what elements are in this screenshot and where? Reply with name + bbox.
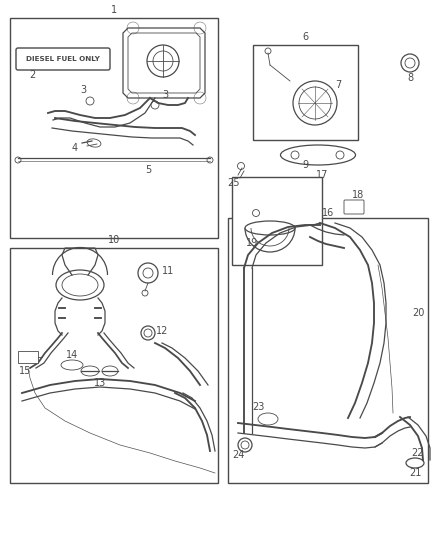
Text: 12: 12 <box>156 326 168 336</box>
Text: 24: 24 <box>232 450 244 460</box>
Bar <box>10 248 218 483</box>
Text: 10: 10 <box>108 235 120 245</box>
Text: DIESEL FUEL ONLY: DIESEL FUEL ONLY <box>26 56 100 62</box>
Bar <box>18 351 38 363</box>
Text: 15: 15 <box>19 366 31 376</box>
Text: 16: 16 <box>322 208 334 218</box>
FancyBboxPatch shape <box>344 200 364 214</box>
Text: 3: 3 <box>80 85 86 95</box>
FancyBboxPatch shape <box>16 48 110 70</box>
Text: 11: 11 <box>162 266 174 276</box>
Text: 4: 4 <box>72 143 78 153</box>
Text: 9: 9 <box>302 160 308 170</box>
Bar <box>232 177 322 265</box>
Text: 19: 19 <box>246 238 258 248</box>
Bar <box>10 18 218 238</box>
Text: 7: 7 <box>335 80 341 90</box>
Text: 3: 3 <box>162 90 168 100</box>
Text: 2: 2 <box>29 70 35 80</box>
Text: 18: 18 <box>352 190 364 200</box>
Text: 25: 25 <box>227 178 239 188</box>
Text: 13: 13 <box>94 378 106 388</box>
Text: 1: 1 <box>111 5 117 15</box>
Text: 21: 21 <box>409 468 421 478</box>
Text: 23: 23 <box>252 402 264 412</box>
Text: 20: 20 <box>412 308 424 318</box>
Text: 17: 17 <box>316 170 328 180</box>
Text: 22: 22 <box>412 448 424 458</box>
Text: 14: 14 <box>66 350 78 360</box>
Bar <box>228 218 428 483</box>
Bar <box>253 45 358 140</box>
Text: 6: 6 <box>302 32 308 42</box>
Text: 8: 8 <box>407 73 413 83</box>
Text: 5: 5 <box>145 165 151 175</box>
